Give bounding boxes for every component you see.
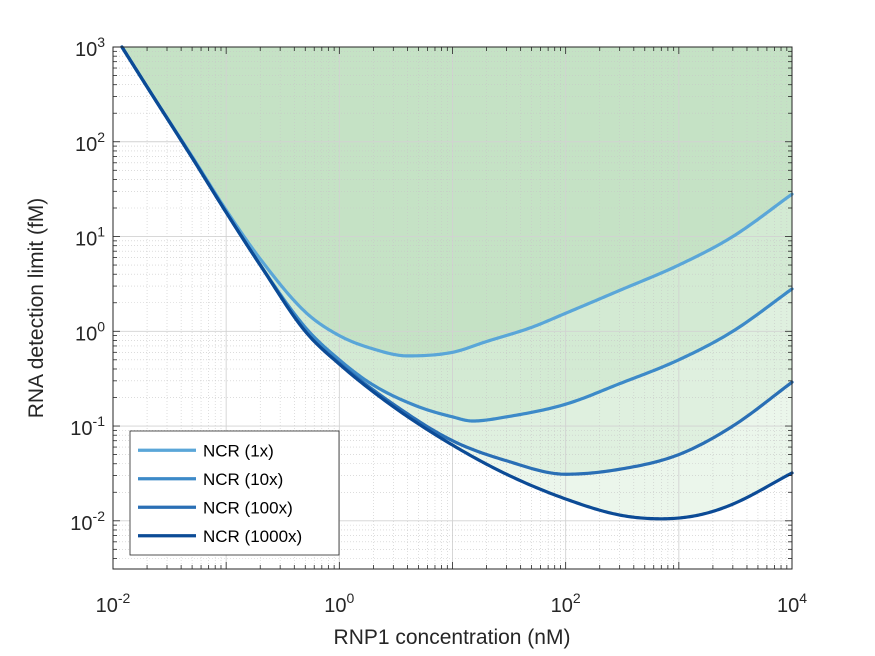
legend: NCR (1x) NCR (10x) NCR (100x) NCR (1000x) [129, 430, 340, 556]
y-tick-label: 101 [75, 224, 105, 251]
shaded-regions [121, 47, 792, 519]
y-tick-label: 10-2 [70, 508, 105, 535]
series-lines [120, 45, 794, 521]
y-axis-label: RNA detection limit (fM) [25, 198, 48, 419]
x-tick-labels: 10-2 100 102 104 [96, 590, 808, 617]
legend-label: NCR (1000x) [203, 527, 302, 546]
shaded-region-1 [121, 47, 792, 356]
x-tick-label: 102 [551, 590, 581, 617]
y-tick-label: 102 [75, 129, 105, 156]
x-tick-label: 10-2 [96, 590, 131, 617]
x-tick-label: 100 [324, 590, 354, 617]
y-tick-labels: 10-2 10-1 100 101 102 103 [70, 34, 105, 535]
y-tick-label: 100 [75, 318, 105, 345]
ticks [112, 46, 793, 569]
x-axis-label: RNP1 concentration (nM) [334, 626, 571, 649]
series-line-4 [120, 45, 794, 521]
y-tick-label: 103 [75, 34, 105, 61]
legend-label: NCR (1x) [203, 441, 274, 460]
legend-label: NCR (10x) [203, 470, 283, 489]
x-tick-label: 104 [777, 590, 807, 617]
y-tick-label: 10-1 [70, 413, 105, 440]
legend-label: NCR (100x) [203, 498, 293, 517]
